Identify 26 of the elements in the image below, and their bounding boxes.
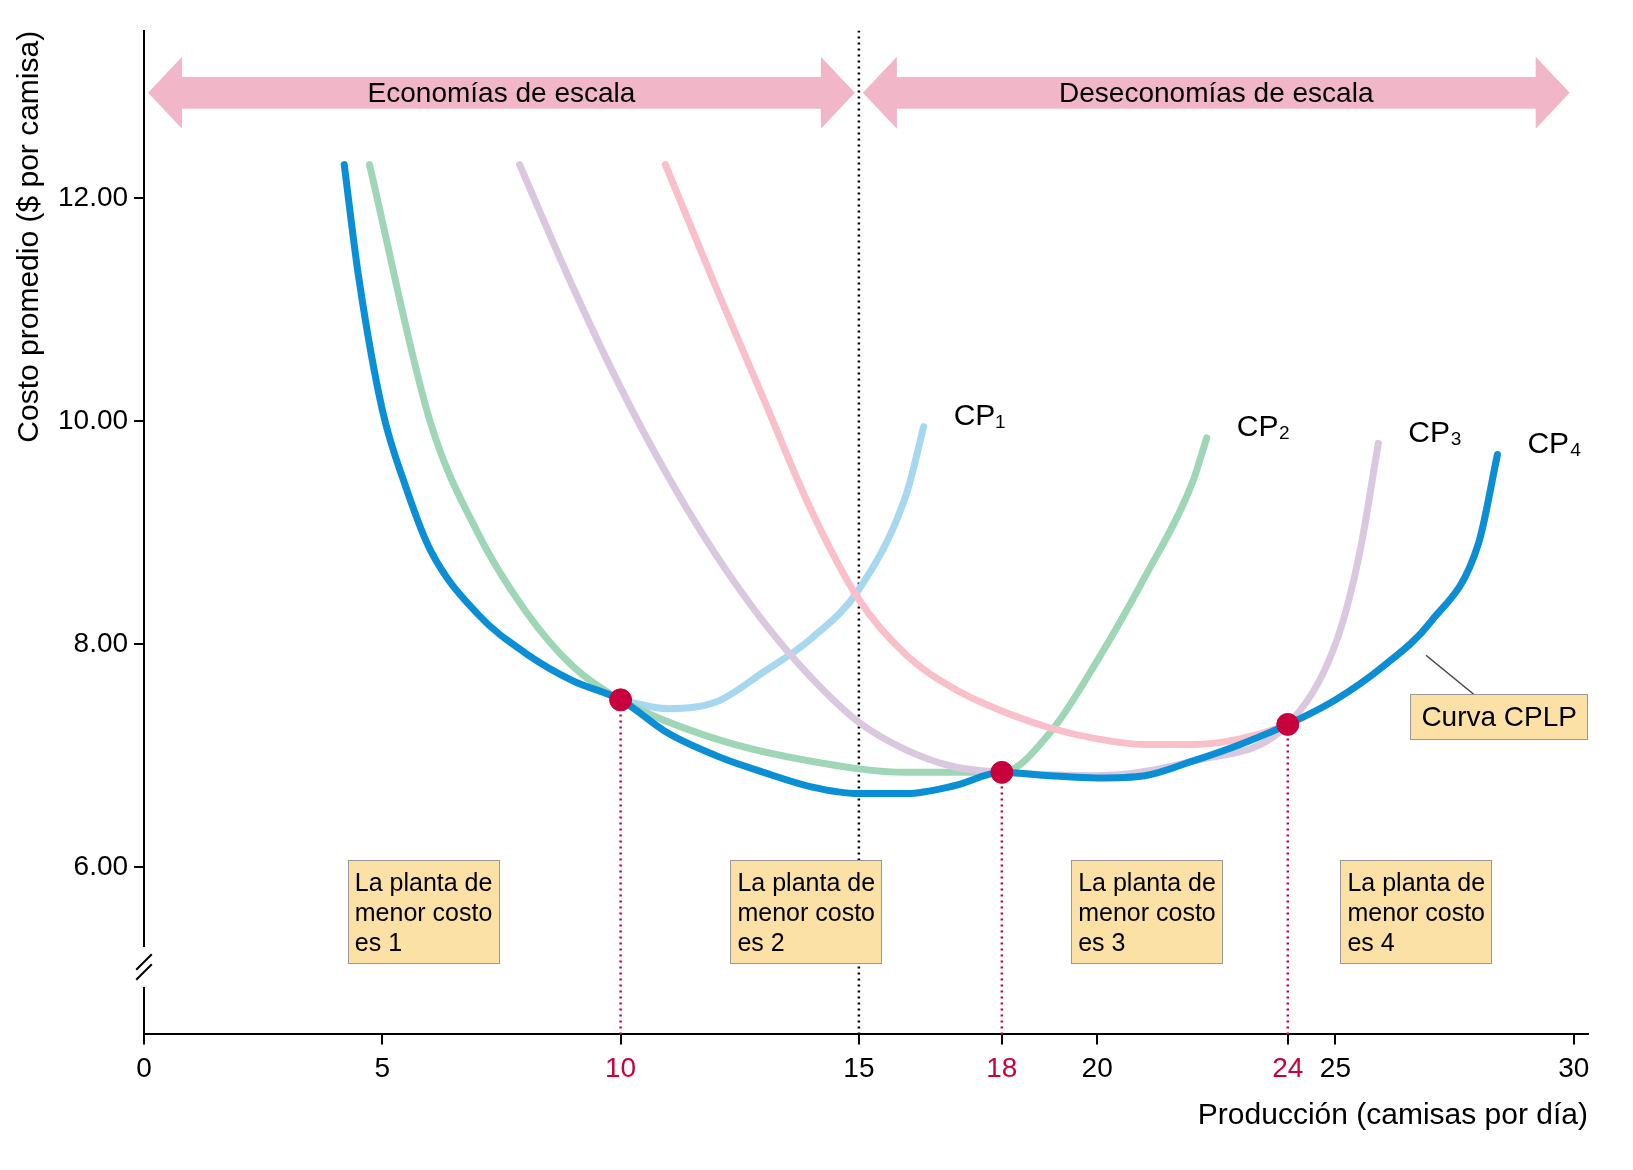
series-label: CP₂ <box>1236 409 1291 443</box>
series-label: CP₃ <box>1408 414 1463 448</box>
x-tick-label: 30 <box>1558 1051 1590 1083</box>
series-label: Curva CPLP <box>1410 694 1588 741</box>
y-tick-label: 12.00 <box>57 180 129 212</box>
x-tick-label: 5 <box>374 1051 391 1083</box>
x-tick-label: 15 <box>843 1051 875 1083</box>
band-label: Deseconomías de escala <box>1058 75 1375 110</box>
annotation: La planta de menor costo es 1 <box>347 859 500 964</box>
x-tick-label: 18 <box>986 1051 1018 1083</box>
y-axis-title: Costo promedio ($ por camisa) <box>11 30 45 443</box>
x-tick-label: 10 <box>605 1051 637 1083</box>
y-tick-label: 6.00 <box>73 849 129 881</box>
x-tick-label: 24 <box>1272 1051 1304 1083</box>
annotation: La planta de menor costo es 2 <box>730 859 883 964</box>
annotation: La planta de menor costo es 4 <box>1340 859 1493 964</box>
band-label: Economías de escala <box>366 75 637 110</box>
y-tick-label: 8.00 <box>73 626 129 658</box>
annotation: La planta de menor costo es 3 <box>1071 859 1224 964</box>
x-tick-label: 25 <box>1319 1051 1352 1083</box>
x-axis-title: Producción (camisas por día) <box>1197 1097 1588 1131</box>
y-tick-label: 10.00 <box>57 403 129 435</box>
series-label: CP₁ <box>953 397 1006 431</box>
series-label: CP₄ <box>1527 425 1582 459</box>
x-tick-label: 20 <box>1081 1051 1113 1083</box>
x-tick-label: 0 <box>136 1051 152 1083</box>
